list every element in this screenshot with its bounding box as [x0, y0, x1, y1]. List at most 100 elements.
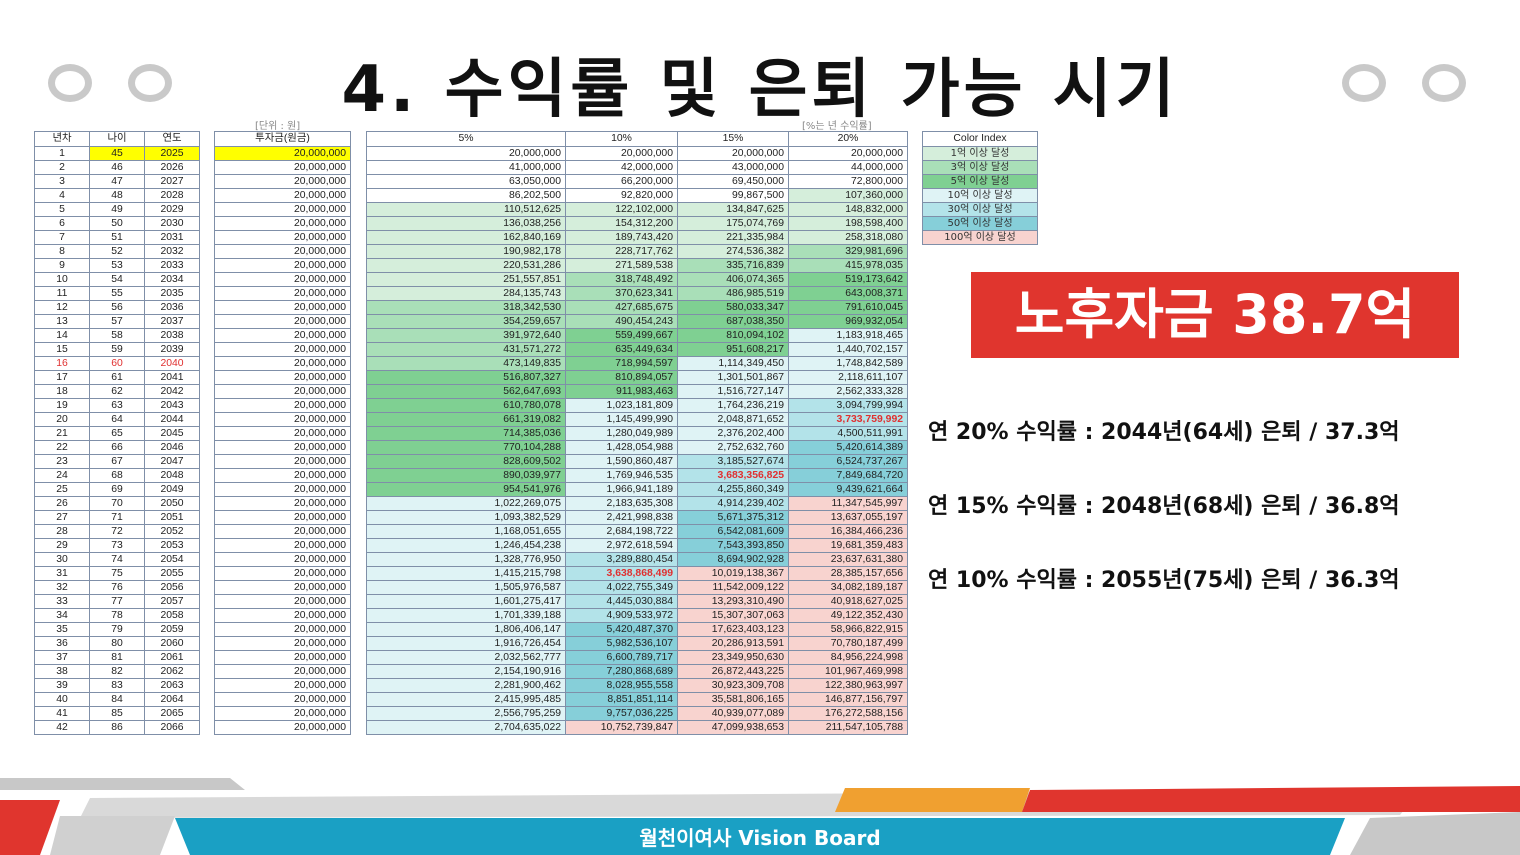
table-row: 35 79 2059	[34, 621, 200, 637]
table-row: 8 52 2032	[34, 243, 200, 259]
cell-principal: 20,000,000	[214, 621, 351, 637]
cell-year-num: 31	[34, 565, 90, 581]
table-row: 1,916,726,454 5,982,536,107 20,286,913,591…	[366, 635, 908, 651]
table-row: 6 50 2030	[34, 215, 200, 231]
table-row: 7 51 2031	[34, 229, 200, 245]
cell-principal: 20,000,000	[214, 369, 351, 385]
cell-year-num: 24	[34, 467, 90, 483]
cell-year-num: 30	[34, 551, 90, 567]
header-principal: 투자금(원금)	[214, 131, 351, 147]
cell-principal: 20,000,000	[214, 313, 351, 329]
cell-rate-5: 2,704,635,022	[366, 719, 566, 735]
table-row: 20,000,000	[214, 159, 351, 175]
cell-year: 2045	[144, 425, 200, 441]
cell-rate-15: 17,623,403,123	[677, 621, 789, 637]
cell-age: 51	[89, 229, 145, 245]
cell-year-num: 7	[34, 229, 90, 245]
cell-age: 83	[89, 677, 145, 693]
cell-age: 64	[89, 411, 145, 427]
cell-rate-5: 1,916,726,454	[366, 635, 566, 651]
table-row: 11 55 2035	[34, 285, 200, 301]
cell-rate-10: 6,600,789,717	[565, 649, 678, 665]
cell-rate-10: 20,000,000	[565, 145, 678, 161]
cell-year: 2049	[144, 481, 200, 497]
table-row: 1,601,275,417 4,445,030,884 13,293,310,490…	[366, 593, 908, 609]
cell-year-num: 35	[34, 621, 90, 637]
cell-rate-15: 35,581,806,165	[677, 691, 789, 707]
cell-rate-15: 406,074,365	[677, 271, 789, 287]
cell-rate-10: 228,717,762	[565, 243, 678, 259]
cell-rate-5: 2,032,562,777	[366, 649, 566, 665]
cell-rate-20: 40,918,627,025	[788, 593, 908, 609]
table-row: 20,000,000	[214, 383, 351, 399]
cell-age: 80	[89, 635, 145, 651]
table-row: 20,000,000	[214, 579, 351, 595]
cell-principal: 20,000,000	[214, 383, 351, 399]
cell-rate-20: 415,978,035	[788, 257, 908, 273]
cell-principal: 20,000,000	[214, 299, 351, 315]
table-row: 20,000,000	[214, 243, 351, 259]
cell-rate-5: 1,022,269,075	[366, 495, 566, 511]
cell-rate-5: 20,000,000	[366, 145, 566, 161]
cell-year-num: 11	[34, 285, 90, 301]
table-row: 37 81 2061	[34, 649, 200, 665]
cell-principal: 20,000,000	[214, 663, 351, 679]
cell-rate-15: 2,752,632,760	[677, 439, 789, 455]
cell-rate-5: 714,385,036	[366, 425, 566, 441]
cell-age: 74	[89, 551, 145, 567]
cell-year-num: 2	[34, 159, 90, 175]
table-row: 20,000,000	[214, 537, 351, 553]
table-row: 1 45 2025	[34, 145, 200, 161]
cell-principal: 20,000,000	[214, 509, 351, 525]
cell-rate-20: 84,956,224,998	[788, 649, 908, 665]
table-row: 41 85 2065	[34, 705, 200, 721]
table-row: 31 75 2055	[34, 565, 200, 581]
cell-year: 2027	[144, 173, 200, 189]
cell-age: 69	[89, 481, 145, 497]
cell-rate-20: 4,500,511,991	[788, 425, 908, 441]
table-row: 25 69 2049	[34, 481, 200, 497]
cell-rate-20: 44,000,000	[788, 159, 908, 175]
cell-rate-10: 718,994,597	[565, 355, 678, 371]
table-row: 20,000,000	[214, 257, 351, 273]
cell-rate-5: 162,840,169	[366, 229, 566, 245]
cell-principal: 20,000,000	[214, 439, 351, 455]
cell-rate-5: 1,246,454,238	[366, 537, 566, 553]
table-row: 20 64 2044	[34, 411, 200, 427]
cell-age: 62	[89, 383, 145, 399]
table-row: 27 71 2051	[34, 509, 200, 525]
cell-rate-15: 274,536,382	[677, 243, 789, 259]
table-row: 20,000,000	[214, 649, 351, 665]
cell-rate-15: 1,301,501,867	[677, 369, 789, 385]
cell-rate-20: 101,967,469,998	[788, 663, 908, 679]
cell-rate-20: 969,932,054	[788, 313, 908, 329]
cell-rate-10: 3,638,868,499	[565, 565, 678, 581]
table-row: 4 48 2028	[34, 187, 200, 203]
cell-age: 82	[89, 663, 145, 679]
table-row: 473,149,835 718,994,597 1,114,349,450 1,748…	[366, 355, 908, 371]
cell-year: 2036	[144, 299, 200, 315]
cell-principal: 20,000,000	[214, 187, 351, 203]
table-row: 20,000,000	[214, 565, 351, 581]
table-row: 23 67 2047	[34, 453, 200, 469]
cell-year-num: 26	[34, 495, 90, 511]
cell-rate-15: 23,349,950,630	[677, 649, 789, 665]
header-rate-5: 5%	[366, 131, 566, 147]
table-row: 38 82 2062	[34, 663, 200, 679]
cell-rate-20: 28,385,157,656	[788, 565, 908, 581]
cell-principal: 20,000,000	[214, 551, 351, 567]
cell-principal: 20,000,000	[214, 201, 351, 217]
cell-rate-15: 69,450,000	[677, 173, 789, 189]
cell-principal: 20,000,000	[214, 635, 351, 651]
cell-year-num: 23	[34, 453, 90, 469]
cell-rate-20: 791,610,045	[788, 299, 908, 315]
legend-item: 3억 이상 달성	[922, 159, 1038, 175]
table-row: 1,093,382,529 2,421,998,838 5,671,375,312 1…	[366, 509, 908, 525]
cell-rate-5: 661,319,082	[366, 411, 566, 427]
cell-year: 2064	[144, 691, 200, 707]
cell-age: 72	[89, 523, 145, 539]
table-row: 20,000,000	[214, 719, 351, 735]
stat-20-percent: 연 20% 수익률 : 2044년(64세) 은퇴 / 37.3억	[928, 420, 1400, 445]
cell-age: 58	[89, 327, 145, 343]
cell-rate-5: 516,807,327	[366, 369, 566, 385]
